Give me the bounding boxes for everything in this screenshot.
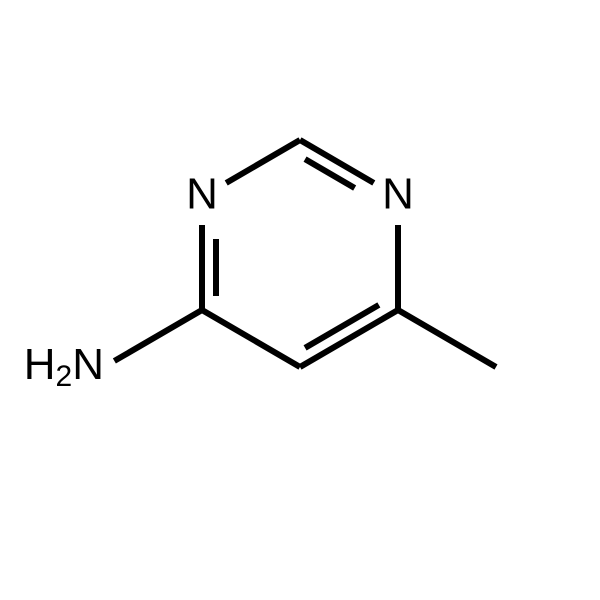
molecule-diagram: N N H2N xyxy=(0,0,600,600)
atom-label-n1: N xyxy=(186,170,218,219)
atom-label-nh2: H2N xyxy=(24,340,104,393)
bonds-layer xyxy=(114,140,496,367)
atom-label-n3: N xyxy=(382,170,414,219)
